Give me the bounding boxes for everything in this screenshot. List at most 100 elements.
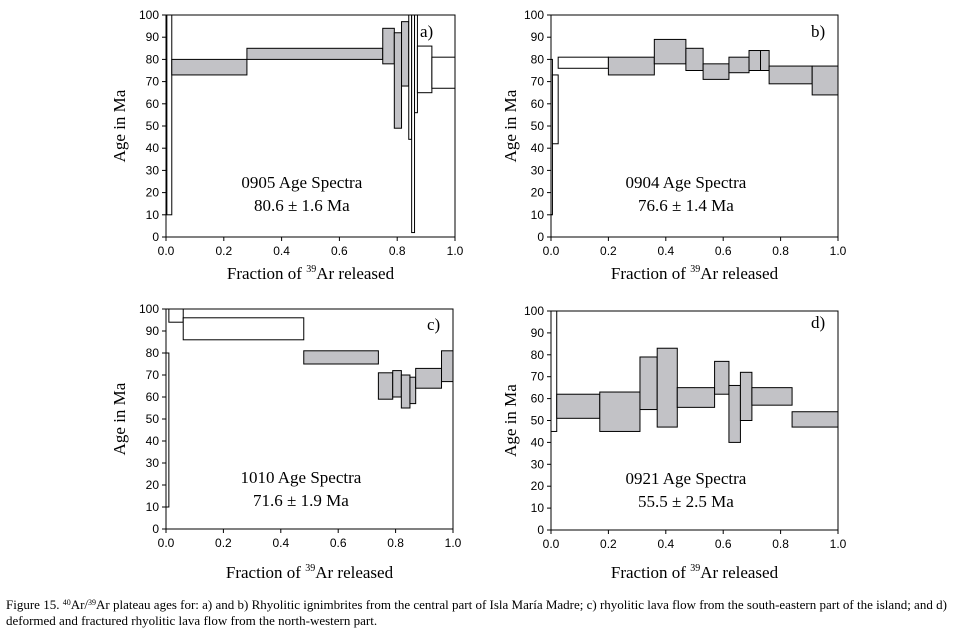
age-spectrum-panel-b: 0 10 20 30 40 50 60 70 80 90 100 0.0 0.2 0.4 0.6 0.8 1.0…: [501, 8, 847, 283]
age-step-bar: [739, 371, 753, 422]
y-tick-label: 50: [531, 119, 545, 133]
y-axis-label: Age in Ma: [110, 382, 129, 455]
age-step-bar: [728, 384, 741, 443]
y-tick-label: 80: [531, 348, 545, 362]
x-tick-label: 0.0: [158, 244, 175, 258]
x-axis-label-text: Ar released: [700, 264, 778, 283]
caption-body: Ar plateau ages for: a) and b) Rhyolitic…: [6, 597, 947, 628]
y-tick-label: 50: [531, 414, 545, 428]
panel-label: b): [811, 22, 825, 41]
y-axis-label: Age in Ma: [110, 89, 129, 162]
age-step-bar: [728, 56, 750, 74]
y-tick-label: 60: [146, 97, 160, 111]
x-axis-label-text: Ar released: [315, 563, 393, 582]
x-tick-label: 0.0: [543, 537, 560, 551]
y-tick-label: 30: [531, 457, 545, 471]
y-tick-label: 80: [146, 52, 160, 66]
y-tick-label: 30: [146, 456, 160, 470]
spectrum-title: 0921 Age Spectra: [625, 469, 746, 488]
age-step-bar: [415, 367, 443, 389]
x-axis-label-text: Fraction of: [227, 264, 306, 283]
plateau-age: 71.6 ± 1.9 Ma: [253, 491, 349, 510]
x-tick-label: 0.8: [772, 537, 789, 551]
age-step-bar: [182, 317, 305, 341]
x-tick-label: 0.8: [387, 536, 404, 550]
x-tick-label: 0.2: [215, 536, 232, 550]
y-tick-label: 10: [146, 500, 160, 514]
x-tick-label: 0.4: [657, 244, 674, 258]
x-axis-label: Fraction of 39Ar released: [227, 264, 395, 283]
x-tick-label: 0.8: [772, 244, 789, 258]
x-tick-label: 0.2: [600, 244, 617, 258]
age-step-bar: [441, 350, 454, 383]
y-tick-label: 20: [146, 186, 160, 200]
y-tick-label: 40: [531, 141, 545, 155]
x-tick-label: 0.0: [543, 244, 560, 258]
spectrum-title: 0904 Age Spectra: [625, 173, 746, 192]
x-axis-label-text: Ar released: [700, 563, 778, 582]
y-tick-label: 20: [146, 478, 160, 492]
age-step-bar: [768, 65, 813, 85]
x-tick-label: 1.0: [447, 244, 464, 258]
y-tick-label: 10: [146, 208, 160, 222]
x-axis-label-sup: 39: [305, 563, 315, 574]
age-step-bar: [168, 308, 184, 323]
x-tick-label: 1.0: [830, 537, 847, 551]
plateau-age: 76.6 ± 1.4 Ma: [638, 196, 734, 215]
age-step-bar: [656, 347, 678, 428]
age-step-bar: [400, 374, 411, 409]
y-tick-label: 90: [146, 324, 160, 338]
caption-sup-39: 39: [88, 598, 97, 607]
y-tick-label: 80: [531, 52, 545, 66]
age-step-bar: [246, 47, 384, 60]
y-tick-label: 50: [146, 119, 160, 133]
age-step-bar: [599, 391, 641, 432]
y-tick-label: 100: [524, 304, 544, 318]
caption-sup-40: 40: [62, 598, 71, 607]
y-tick-label: 30: [146, 163, 160, 177]
x-tick-label: 0.6: [330, 536, 347, 550]
y-tick-label: 100: [524, 8, 544, 22]
y-tick-label: 40: [146, 141, 160, 155]
y-tick-label: 20: [531, 479, 545, 493]
x-axis-label-sup: 39: [690, 264, 700, 275]
y-tick-label: 10: [531, 208, 545, 222]
y-tick-label: 60: [531, 392, 545, 406]
y-tick-label: 100: [139, 8, 159, 22]
y-tick-label: 90: [531, 30, 545, 44]
age-step-bar: [551, 74, 559, 145]
age-step-bar: [685, 47, 704, 71]
y-tick-label: 70: [146, 368, 160, 382]
y-tick-label: 40: [146, 434, 160, 448]
x-tick-label: 0.0: [158, 536, 175, 550]
age-step-bar: [751, 387, 793, 406]
y-tick-label: 0: [537, 230, 544, 244]
age-spectrum-panel-d: 0 10 20 30 40 50 60 70 80 90 100 0.0 0.2 0.4 0.6 0.8 1.0…: [501, 304, 847, 582]
y-tick-label: 70: [146, 75, 160, 89]
x-tick-label: 1.0: [445, 536, 462, 550]
x-tick-label: 0.8: [389, 244, 406, 258]
age-step-bar: [550, 310, 558, 432]
x-axis-label-text: Fraction of: [226, 563, 305, 582]
age-step-bar: [166, 14, 173, 216]
x-tick-label: 0.4: [273, 244, 290, 258]
x-tick-label: 0.6: [715, 537, 732, 551]
age-step-bar: [760, 50, 770, 71]
y-tick-label: 40: [531, 435, 545, 449]
y-tick-label: 90: [146, 30, 160, 44]
x-tick-label: 0.2: [215, 244, 232, 258]
age-step-bar: [653, 38, 687, 65]
age-step-bar: [557, 56, 609, 69]
x-tick-label: 1.0: [830, 244, 847, 258]
y-tick-label: 0: [152, 522, 159, 536]
y-tick-label: 70: [531, 370, 545, 384]
age-step-bar: [556, 393, 601, 419]
y-tick-label: 20: [531, 186, 545, 200]
x-axis-label-text: Fraction of: [611, 563, 690, 582]
x-tick-label: 0.2: [600, 537, 617, 551]
caption-ar-ratio: Ar/: [70, 597, 89, 612]
x-axis-label: Fraction of 39Ar released: [611, 264, 779, 283]
y-tick-label: 80: [146, 346, 160, 360]
spectrum-title: 0905 Age Spectra: [241, 173, 362, 192]
y-tick-label: 90: [531, 326, 545, 340]
